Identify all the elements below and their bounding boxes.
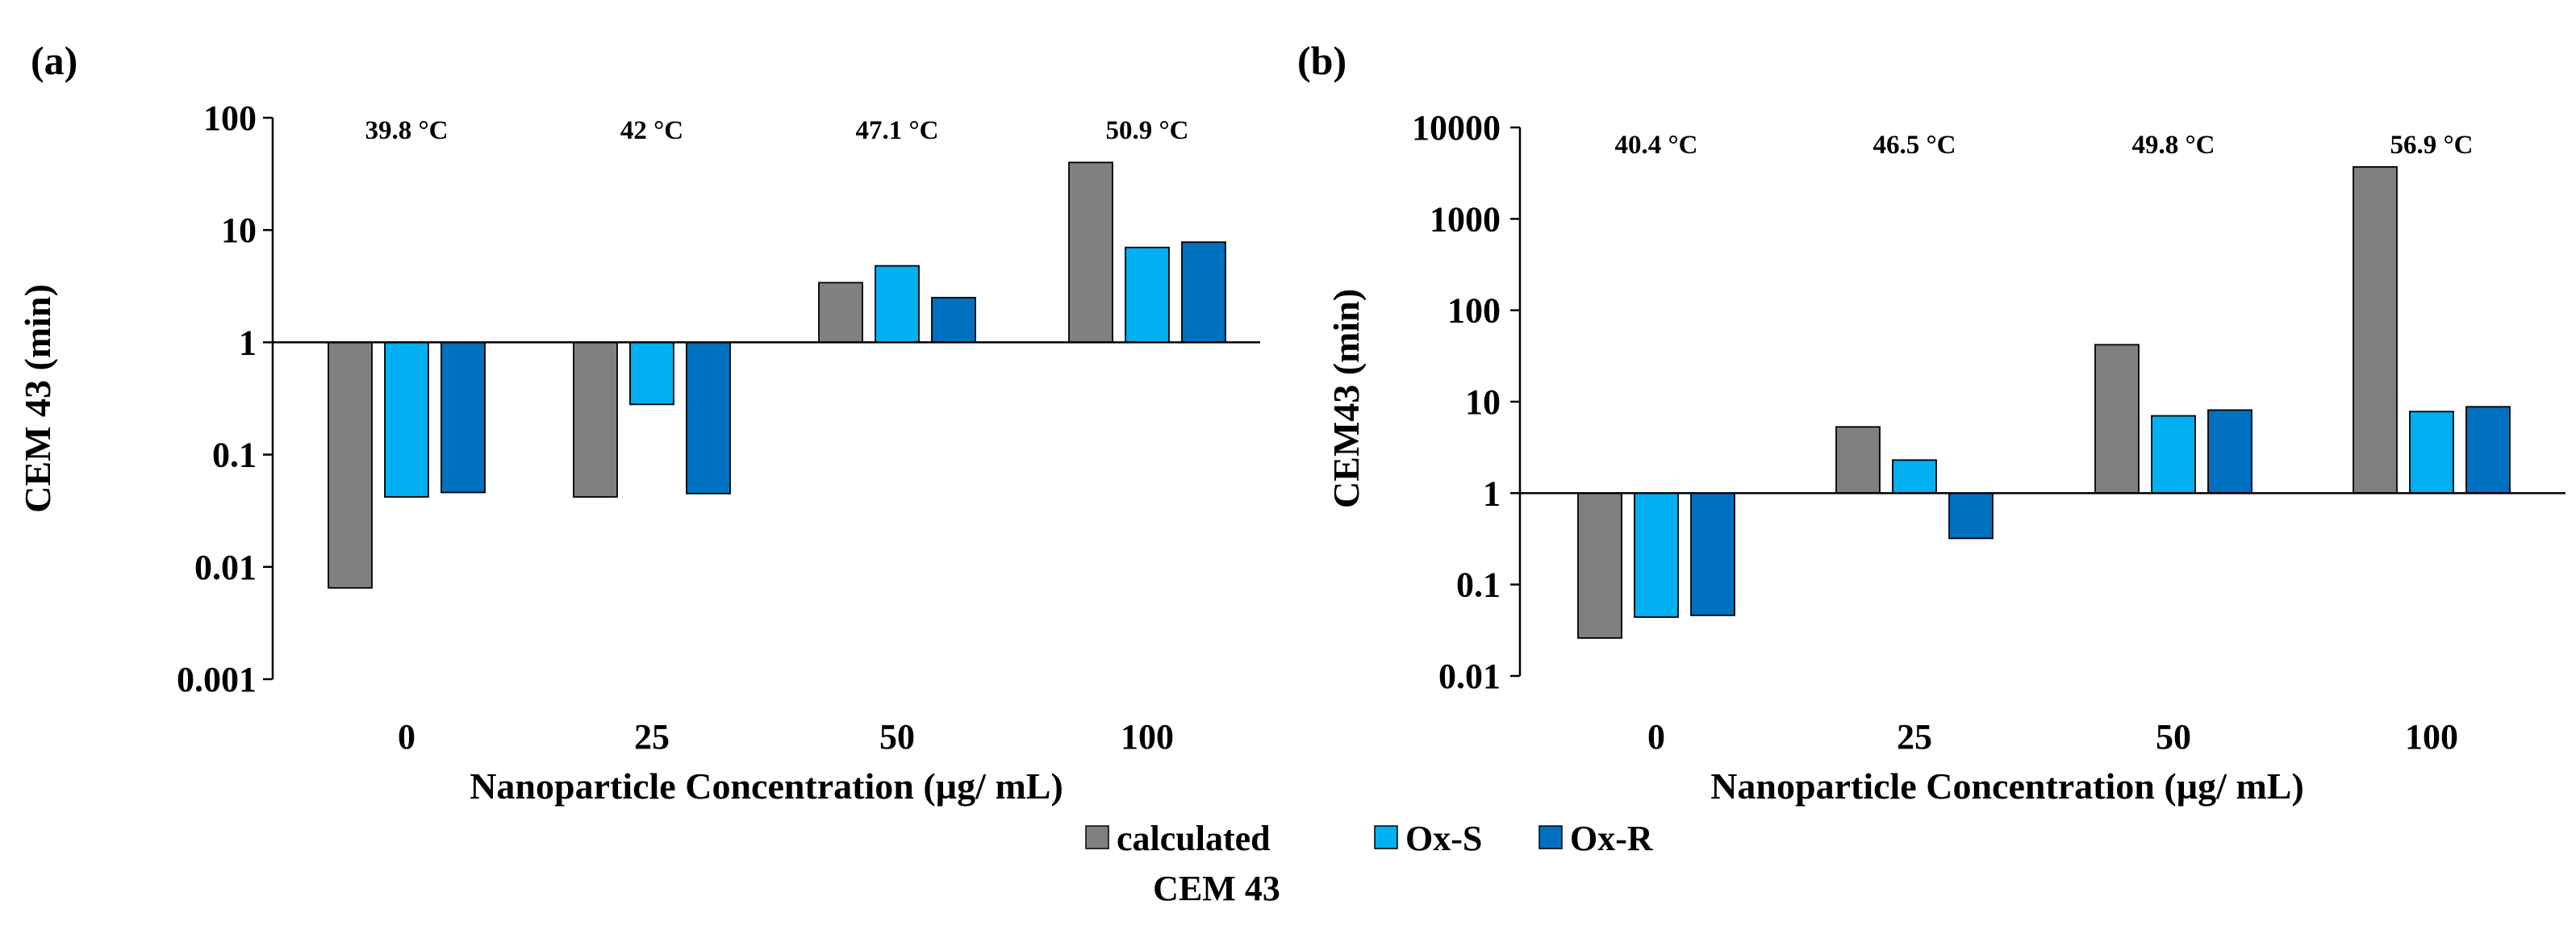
legend: calculated CEM 43 Ox-S Ox-R [1085, 819, 1654, 908]
panel-label-a: (a) [31, 38, 77, 83]
legend-label: CEM 43 [1153, 869, 1280, 908]
x-tick-label: 0 [398, 717, 415, 757]
y-tick-label: 0.001 [177, 660, 257, 699]
temperature-annotation: 46.5 °C [1873, 131, 1956, 160]
bar-ox-s-0 [1634, 492, 1679, 618]
panel-label-b: (b) [1297, 38, 1346, 83]
temperature-annotation: 39.8 °C [365, 116, 448, 145]
legend-swatch-1 [1374, 825, 1398, 849]
x-tick-label: 25 [634, 717, 670, 757]
x-tick-label: 100 [2405, 717, 2458, 757]
x-tick-label: 100 [1121, 717, 1174, 757]
temperature-annotation: 40.4 °C [1614, 131, 1697, 160]
bar-ox-r-100 [2465, 406, 2511, 494]
bar-calculated-cem-43-50 [2094, 344, 2140, 494]
y-tick-label: 100 [1447, 291, 1501, 331]
y-tick-label: 1 [239, 323, 257, 362]
y-tick-label: 1 [1483, 473, 1501, 513]
y-tick-label: 0.01 [1438, 657, 1501, 696]
bar-ox-s-25 [1892, 459, 1937, 494]
y-tick-label: 100 [203, 98, 257, 138]
y-axis-title-a: CEM 43 (min) [17, 284, 58, 513]
bar-ox-r-50 [2207, 409, 2252, 494]
bar-ox-s-0 [384, 341, 429, 498]
x-axis-title-b: Nanoparticle Concentration (µg/ mL) [1710, 765, 2304, 807]
bar-ox-r-0 [440, 341, 486, 494]
x-tick-label: 0 [1647, 717, 1665, 757]
y-tick-label: 1000 [1430, 199, 1501, 239]
legend-swatch-2 [1539, 825, 1563, 849]
temperature-annotation: 42 °C [620, 116, 683, 145]
bar-calculated-cem-43-100 [1068, 161, 1113, 344]
bar-ox-s-100 [2409, 411, 2454, 494]
temperature-annotation: 49.8 °C [2131, 131, 2215, 160]
y-axis-title-b: CEM43 (min) [1326, 289, 1367, 508]
bar-ox-s-100 [1125, 246, 1170, 344]
temperature-annotation: 50.9 °C [1105, 116, 1188, 145]
bar-ox-s-50 [875, 265, 920, 344]
chart-panel-a: (a) CEM 43 (min) Nanoparticle Concentrat… [17, 38, 1260, 807]
bar-calculated-cem-43-25 [1835, 426, 1881, 494]
bar-ox-r-0 [1690, 492, 1735, 616]
x-tick-label: 50 [879, 717, 915, 757]
bar-calculated-cem-43-0 [328, 341, 373, 589]
bar-calculated-cem-43-0 [1577, 492, 1622, 639]
legend-label: Ox-R [1570, 819, 1654, 858]
temperature-annotation: 47.1 °C [855, 116, 938, 145]
bar-ox-s-25 [629, 341, 674, 406]
x-axis-title-a: Nanoparticle Concentration (µg/ mL) [470, 765, 1063, 807]
x-tick-label: 25 [1897, 717, 1932, 757]
bar-ox-r-25 [686, 341, 731, 494]
y-tick-label: 10 [1465, 382, 1501, 422]
legend-swatch-0 [1085, 825, 1109, 849]
legend-label: Ox-S [1405, 819, 1482, 858]
bar-ox-s-50 [2151, 415, 2196, 494]
bar-ox-r-100 [1181, 241, 1226, 344]
y-tick-label: 10000 [1412, 108, 1501, 148]
bar-calculated-cem-43-100 [2353, 166, 2398, 494]
bar-calculated-cem-43-50 [818, 282, 863, 344]
temperature-annotation: 56.9 °C [2390, 131, 2473, 160]
y-tick-label: 0.1 [1456, 565, 1501, 605]
y-tick-label: 0.01 [194, 548, 257, 587]
bar-ox-r-25 [1948, 492, 1994, 540]
y-tick-label: 0.1 [212, 436, 257, 475]
legend-label: calculated [1117, 819, 1271, 858]
x-tick-label: 50 [2156, 717, 2191, 757]
bar-ox-r-50 [931, 297, 976, 344]
bar-calculated-cem-43-25 [573, 341, 618, 498]
chart-panel-b: (b) CEM43 (min) Nanoparticle Concentrati… [1297, 38, 2566, 807]
y-tick-label: 10 [221, 211, 257, 250]
